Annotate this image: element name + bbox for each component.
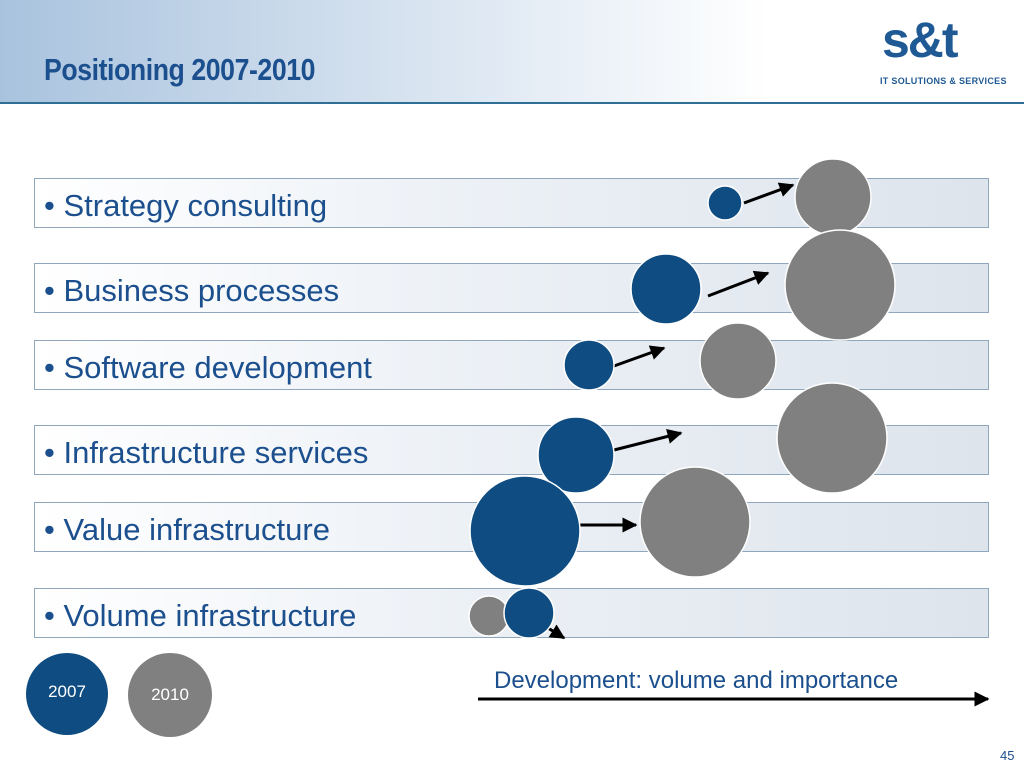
row-label: • Business processes xyxy=(44,273,340,308)
company-logo: s&t IT SOLUTIONS & SERVICES xyxy=(858,12,1016,88)
page-number: 45 xyxy=(1000,748,1015,763)
logo-tagline: IT SOLUTIONS & SERVICES xyxy=(880,76,1007,86)
row-business-processes: • Business processes xyxy=(34,263,989,313)
row-volume-infrastructure: • Volume infrastructure xyxy=(34,588,989,638)
page-title: Positioning 2007-2010 xyxy=(44,52,316,87)
development-axis-label: Development: volume and importance xyxy=(494,667,899,694)
header-bar xyxy=(0,0,1024,104)
row-label: • Volume infrastructure xyxy=(44,598,357,633)
row-label: • Infrastructure services xyxy=(44,435,369,470)
legend-2007: 2007 xyxy=(26,653,108,735)
row-label: • Strategy consulting xyxy=(44,188,328,223)
logo-mark: s&t xyxy=(882,12,959,68)
row-infrastructure-services: • Infrastructure services xyxy=(34,425,989,475)
row-software-development: • Software development xyxy=(34,340,989,390)
legend-2010: 2010 xyxy=(128,653,212,737)
row-label: • Value infrastructure xyxy=(44,512,330,547)
row-value-infrastructure: • Value infrastructure xyxy=(34,502,989,552)
legend-2007-label: 2007 xyxy=(48,682,86,701)
row-label: • Software development xyxy=(44,350,372,385)
legend-2010-label: 2010 xyxy=(151,685,189,704)
row-strategy-consulting: • Strategy consulting xyxy=(34,178,989,228)
